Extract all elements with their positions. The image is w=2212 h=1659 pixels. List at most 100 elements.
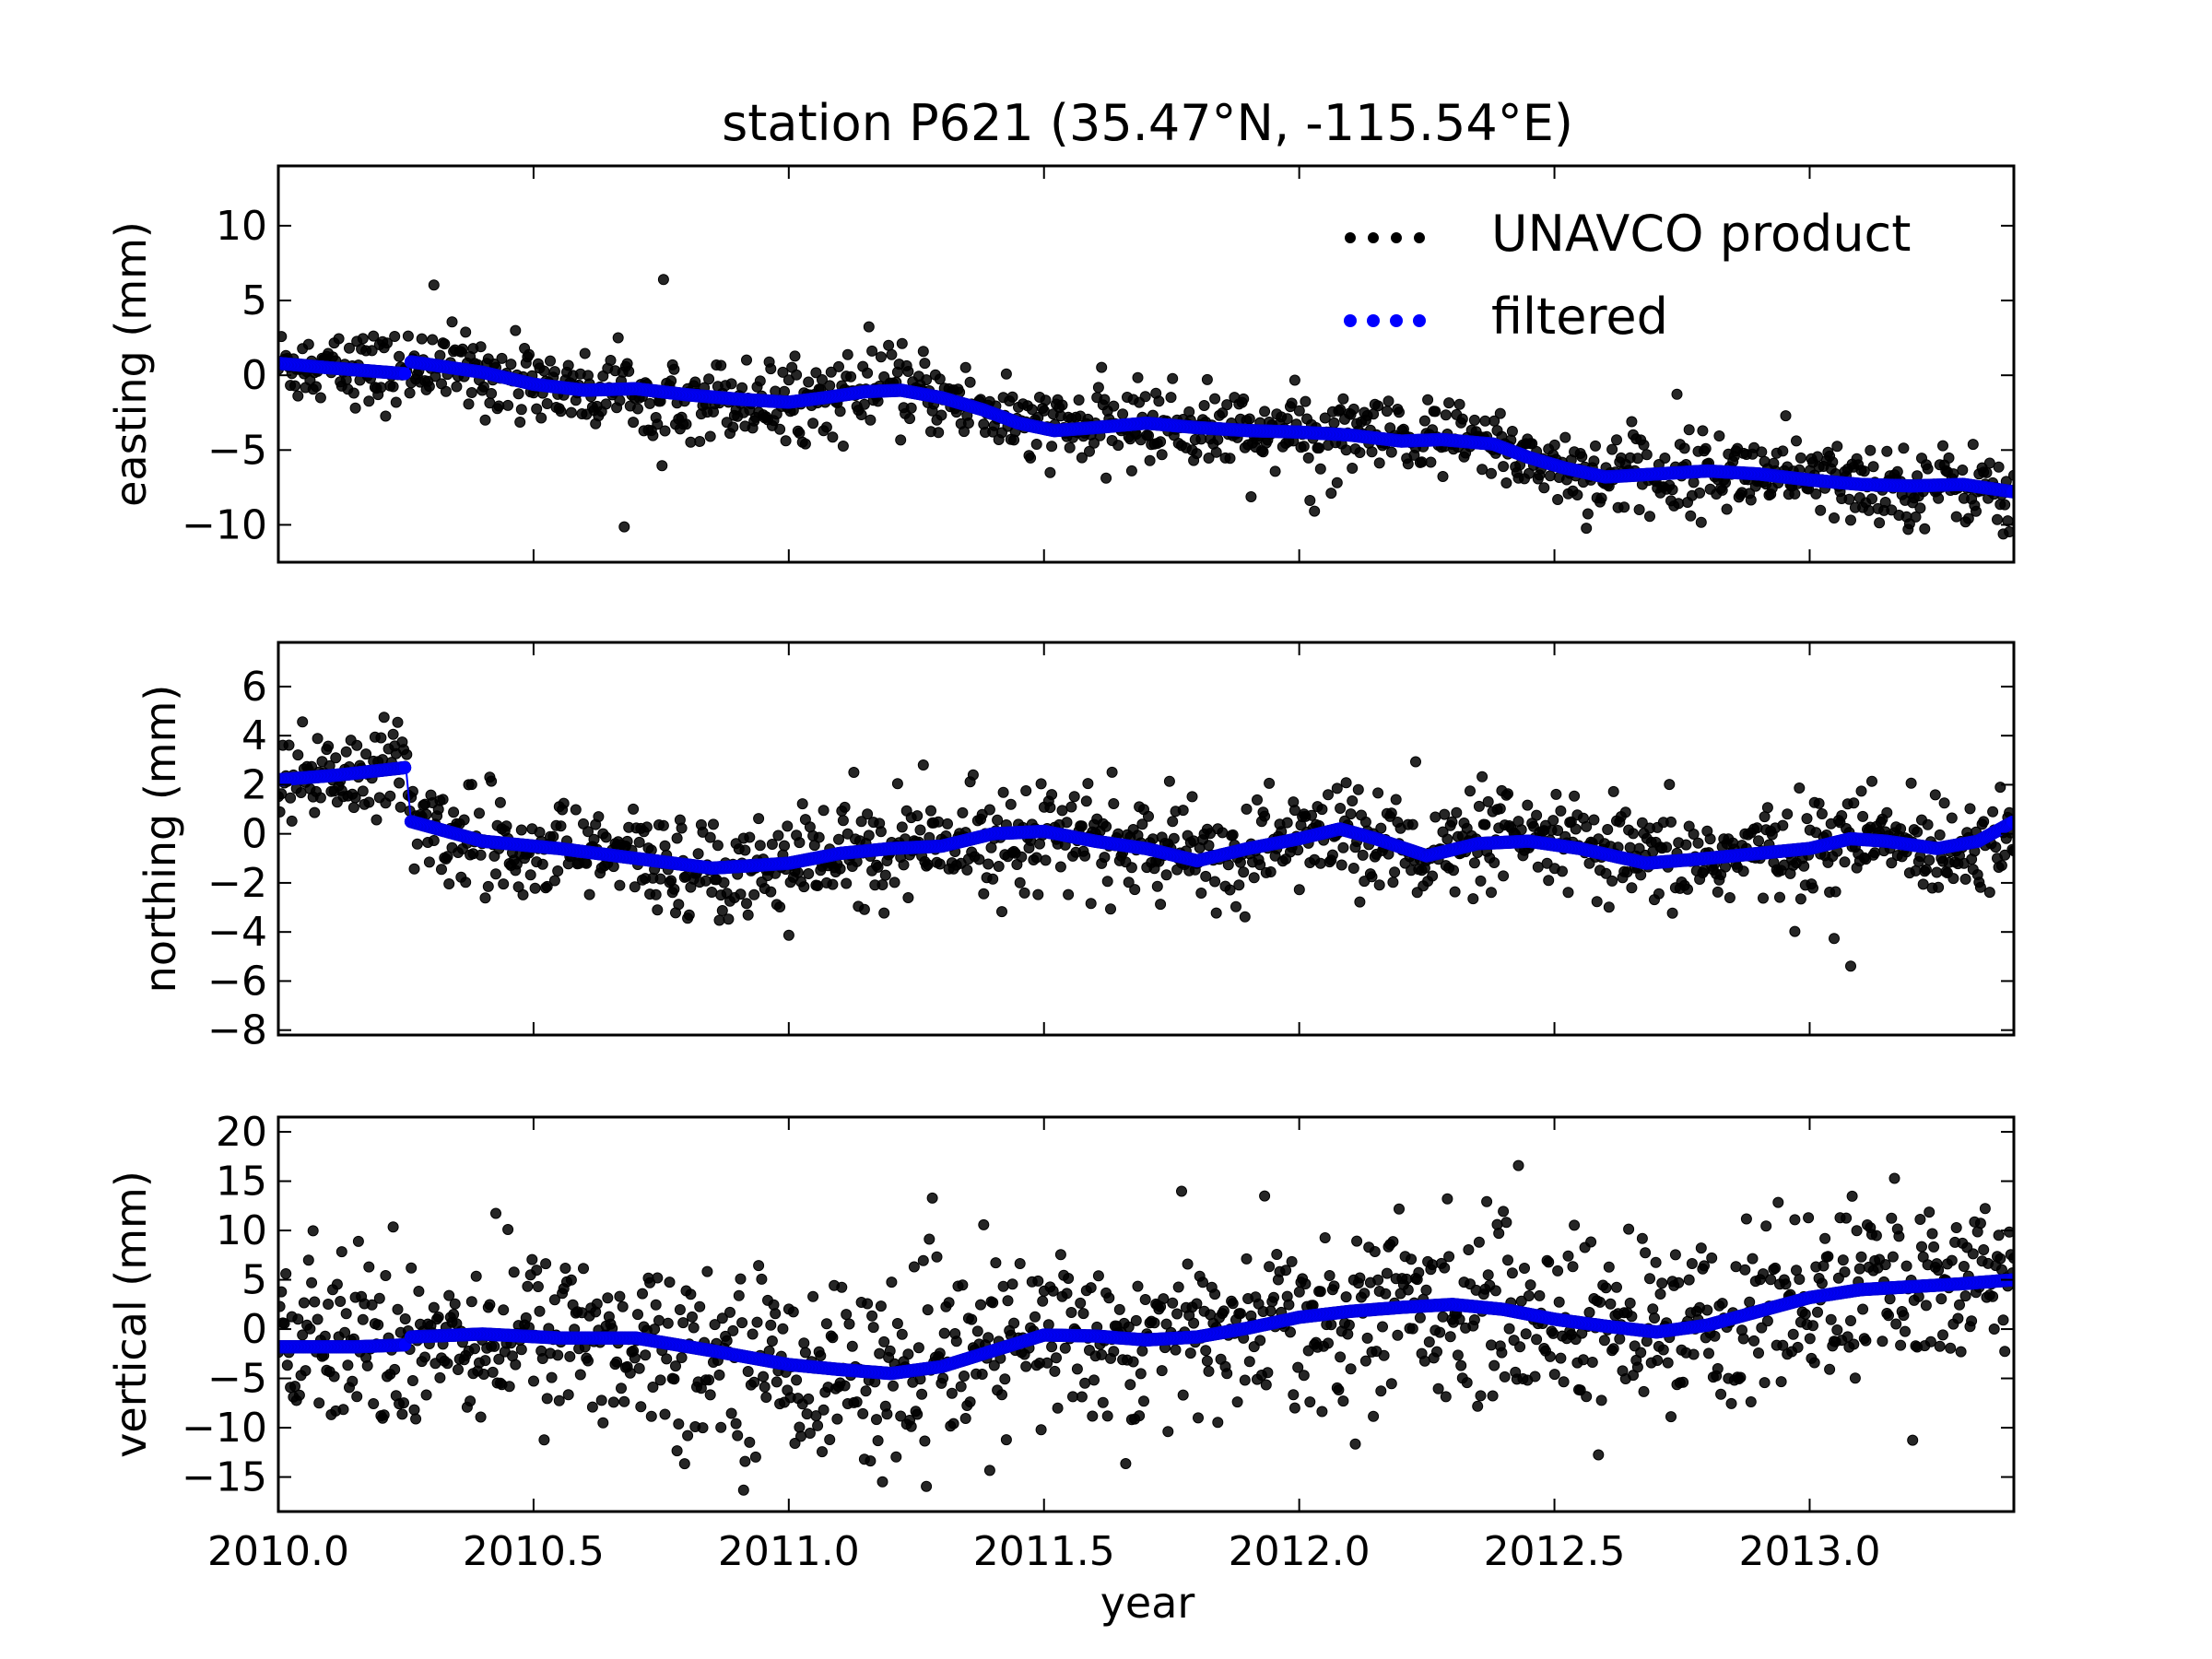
raw-point <box>855 409 867 420</box>
raw-point <box>1221 399 1233 411</box>
raw-point <box>436 864 447 876</box>
raw-point <box>942 818 953 830</box>
raw-point <box>1494 803 1506 815</box>
raw-point <box>862 367 874 379</box>
raw-point <box>1373 879 1385 891</box>
raw-point <box>340 746 352 758</box>
raw-point <box>652 418 664 430</box>
raw-point <box>863 321 875 333</box>
raw-point <box>600 831 612 843</box>
raw-point <box>982 858 994 870</box>
raw-point <box>1704 833 1716 845</box>
raw-point <box>782 929 794 941</box>
raw-point <box>1807 882 1818 894</box>
raw-point <box>1582 508 1594 520</box>
easting-raw-points <box>278 274 2014 540</box>
raw-point <box>1569 790 1581 802</box>
raw-point <box>570 804 582 816</box>
raw-point <box>1167 372 1179 384</box>
raw-point <box>1357 849 1369 861</box>
raw-point <box>1177 805 1189 817</box>
raw-point <box>1252 794 1263 806</box>
raw-point <box>1347 463 1359 474</box>
raw-point <box>839 801 851 813</box>
raw-point <box>1848 797 1860 809</box>
raw-point <box>1016 851 1028 863</box>
raw-point <box>1441 833 1453 845</box>
raw-point <box>1068 791 1080 803</box>
raw-point <box>837 441 849 452</box>
raw-point <box>548 366 560 378</box>
raw-point <box>1967 439 1979 451</box>
raw-point <box>1046 789 1058 801</box>
raw-point <box>1191 448 1203 460</box>
raw-point <box>1756 446 1768 458</box>
raw-point <box>848 767 860 778</box>
raw-point <box>427 334 439 346</box>
raw-point <box>1347 403 1359 415</box>
raw-point <box>957 806 969 818</box>
raw-point <box>803 868 815 879</box>
raw-point <box>1548 439 1560 451</box>
raw-point <box>1794 782 1806 794</box>
raw-point <box>1789 488 1801 500</box>
raw-point <box>1065 801 1077 813</box>
raw-point <box>1430 406 1441 418</box>
raw-point <box>833 833 844 845</box>
raw-point <box>1167 816 1179 828</box>
raw-point <box>531 403 543 415</box>
raw-point <box>1865 444 1877 456</box>
raw-point <box>387 381 399 393</box>
raw-point <box>1751 822 1763 834</box>
raw-point <box>524 348 535 360</box>
raw-point <box>692 848 704 860</box>
raw-point <box>1427 870 1439 882</box>
raw-point <box>741 354 752 366</box>
raw-point <box>1588 814 1600 826</box>
raw-point <box>1473 800 1485 812</box>
raw-point <box>1352 783 1364 795</box>
raw-point <box>841 828 853 840</box>
raw-point <box>744 831 756 843</box>
raw-point <box>1108 798 1120 809</box>
raw-point <box>779 840 790 852</box>
raw-point <box>423 381 435 393</box>
raw-point <box>656 460 668 472</box>
raw-point <box>1999 499 2011 511</box>
raw-point <box>1286 397 1298 409</box>
raw-point <box>914 824 926 836</box>
raw-point <box>1422 394 1434 406</box>
raw-point <box>1619 806 1631 818</box>
raw-point <box>312 733 324 745</box>
raw-point <box>1845 514 1856 526</box>
raw-point <box>1300 395 1312 407</box>
raw-point <box>1241 803 1253 815</box>
raw-point <box>1588 455 1600 467</box>
raw-point <box>439 338 451 350</box>
raw-point <box>423 856 435 868</box>
raw-point <box>502 399 514 411</box>
raw-point <box>1125 465 1137 477</box>
raw-point <box>1881 445 1893 457</box>
raw-point <box>1992 513 2003 525</box>
raw-point <box>863 830 875 841</box>
raw-point <box>475 341 487 353</box>
raw-point <box>375 382 387 394</box>
raw-point <box>858 903 870 915</box>
raw-point <box>1813 797 1825 809</box>
raw-point <box>357 785 369 797</box>
raw-point <box>1337 393 1349 405</box>
raw-point <box>1479 818 1491 830</box>
raw-point <box>1269 465 1281 477</box>
raw-point <box>558 797 570 809</box>
raw-point <box>389 331 401 342</box>
raw-point <box>1117 408 1129 420</box>
raw-point <box>394 350 406 362</box>
raw-point <box>428 279 440 291</box>
raw-point <box>1673 498 1685 510</box>
raw-point <box>1340 444 1352 456</box>
raw-point <box>1209 393 1221 405</box>
raw-point <box>441 851 453 863</box>
raw-point <box>866 345 878 357</box>
raw-point <box>1323 789 1334 801</box>
